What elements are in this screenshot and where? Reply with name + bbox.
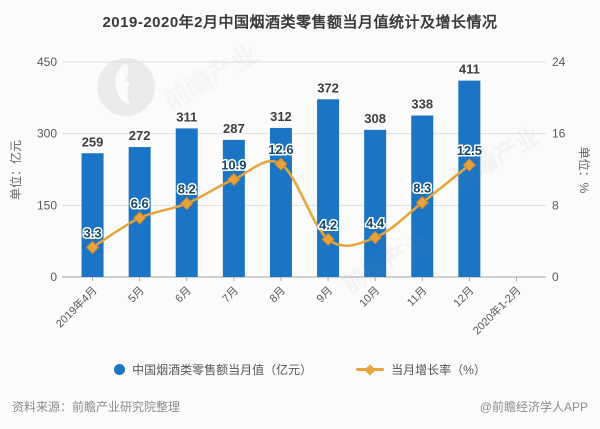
svg-text:2019年4月: 2019年4月 bbox=[53, 283, 100, 330]
svg-text:272: 272 bbox=[129, 128, 151, 143]
svg-text:0: 0 bbox=[552, 270, 559, 284]
svg-text:372: 372 bbox=[317, 80, 339, 95]
svg-text:300: 300 bbox=[37, 127, 57, 141]
source-note: 资料来源：前瞻产业研究院整理 bbox=[12, 400, 181, 414]
svg-text:24: 24 bbox=[552, 55, 566, 69]
svg-text:2020年1-2月: 2020年1-2月 bbox=[470, 283, 524, 337]
bar bbox=[81, 153, 104, 277]
right-axis-title: 单位：% bbox=[577, 147, 592, 194]
svg-text:6月: 6月 bbox=[173, 285, 194, 306]
svg-text:0: 0 bbox=[50, 270, 57, 284]
svg-text:12.5: 12.5 bbox=[457, 143, 482, 158]
svg-text:8.2: 8.2 bbox=[178, 182, 196, 197]
svg-text:4.4: 4.4 bbox=[366, 216, 385, 231]
svg-text:287: 287 bbox=[223, 121, 245, 136]
svg-text:5月: 5月 bbox=[126, 285, 147, 306]
line-series-swatch-icon bbox=[356, 363, 385, 376]
svg-text:7月: 7月 bbox=[220, 285, 241, 306]
chart-title: 2019-2020年2月中国烟酒类零售额当月值统计及增长情况 bbox=[102, 14, 498, 31]
diamond-marker-icon bbox=[180, 196, 194, 211]
diamond-marker-icon bbox=[462, 158, 476, 172]
svg-text:4.2: 4.2 bbox=[319, 217, 337, 232]
bar-series-label: 中国烟酒类零售额当月值（亿元） bbox=[132, 363, 313, 377]
bar bbox=[222, 139, 245, 277]
diamond-marker-icon bbox=[415, 195, 429, 210]
svg-text:10.9: 10.9 bbox=[221, 157, 246, 172]
svg-text:259: 259 bbox=[82, 134, 104, 149]
svg-text:308: 308 bbox=[364, 111, 386, 126]
svg-text:12.6: 12.6 bbox=[268, 142, 293, 157]
diamond-marker-icon bbox=[274, 157, 288, 171]
legend-item-line-series: 当月增长率（%） bbox=[356, 361, 486, 378]
svg-text:311: 311 bbox=[176, 109, 197, 124]
svg-text:3.3: 3.3 bbox=[84, 225, 102, 240]
footer: 资料来源：前瞻产业研究院整理 @前瞻经济学人APP bbox=[0, 398, 600, 415]
svg-text:9月: 9月 bbox=[315, 285, 336, 306]
diamond-marker-icon bbox=[364, 363, 376, 376]
svg-text:8月: 8月 bbox=[267, 285, 288, 306]
svg-text:16: 16 bbox=[552, 127, 566, 141]
svg-text:450: 450 bbox=[37, 55, 57, 69]
legend-item-bar-series: 中国烟酒类零售额当月值（亿元） bbox=[114, 361, 312, 378]
svg-text:6.6: 6.6 bbox=[131, 196, 149, 211]
line-series-label: 当月增长率（%） bbox=[391, 363, 486, 377]
legend: 中国烟酒类零售额当月值（亿元） 当月增长率（%） bbox=[0, 361, 600, 378]
bar bbox=[317, 99, 340, 278]
qianzhan-logo-watermark-icon bbox=[97, 58, 155, 116]
combo-chart: 前瞻产业 0 0 150 8 300 16 450 24 单位：亿元 单位：% 2019年4月 5月 6月… bbox=[8, 38, 592, 338]
diamond-marker-icon bbox=[368, 230, 382, 245]
svg-text:11月: 11月 bbox=[405, 285, 429, 309]
svg-text:411: 411 bbox=[459, 62, 480, 77]
diamond-marker-icon bbox=[321, 232, 335, 247]
svg-text:338: 338 bbox=[411, 97, 433, 112]
svg-text:12月: 12月 bbox=[452, 285, 477, 310]
diamond-marker-icon bbox=[85, 240, 100, 255]
watermark-text: 前瞻产业 bbox=[158, 38, 263, 116]
bar bbox=[458, 80, 481, 277]
diamond-marker-icon bbox=[133, 211, 147, 225]
svg-text:前瞻产业: 前瞻产业 bbox=[158, 38, 263, 116]
svg-text:150: 150 bbox=[37, 198, 57, 212]
credit-note: @前瞻经济学人APP bbox=[479, 400, 588, 414]
svg-text:8.3: 8.3 bbox=[413, 181, 431, 196]
diamond-marker-icon bbox=[227, 172, 241, 187]
svg-text:8: 8 bbox=[552, 198, 559, 212]
bar-series-swatch-icon bbox=[114, 364, 126, 375]
svg-text:312: 312 bbox=[270, 109, 292, 124]
left-axis-title: 单位：亿元 bbox=[8, 140, 23, 200]
